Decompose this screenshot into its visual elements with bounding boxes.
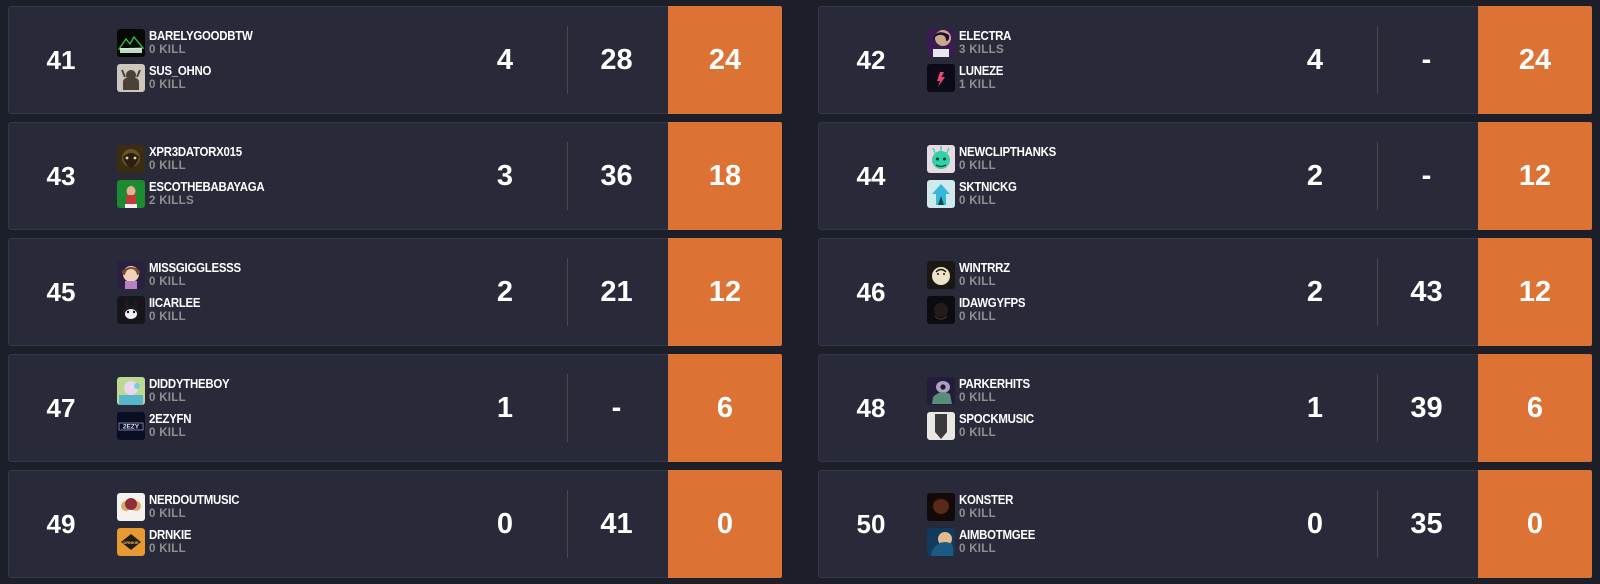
svg-text:2EZY: 2EZY [123, 423, 140, 430]
svg-text:DRNKIE: DRNKIE [123, 540, 139, 545]
